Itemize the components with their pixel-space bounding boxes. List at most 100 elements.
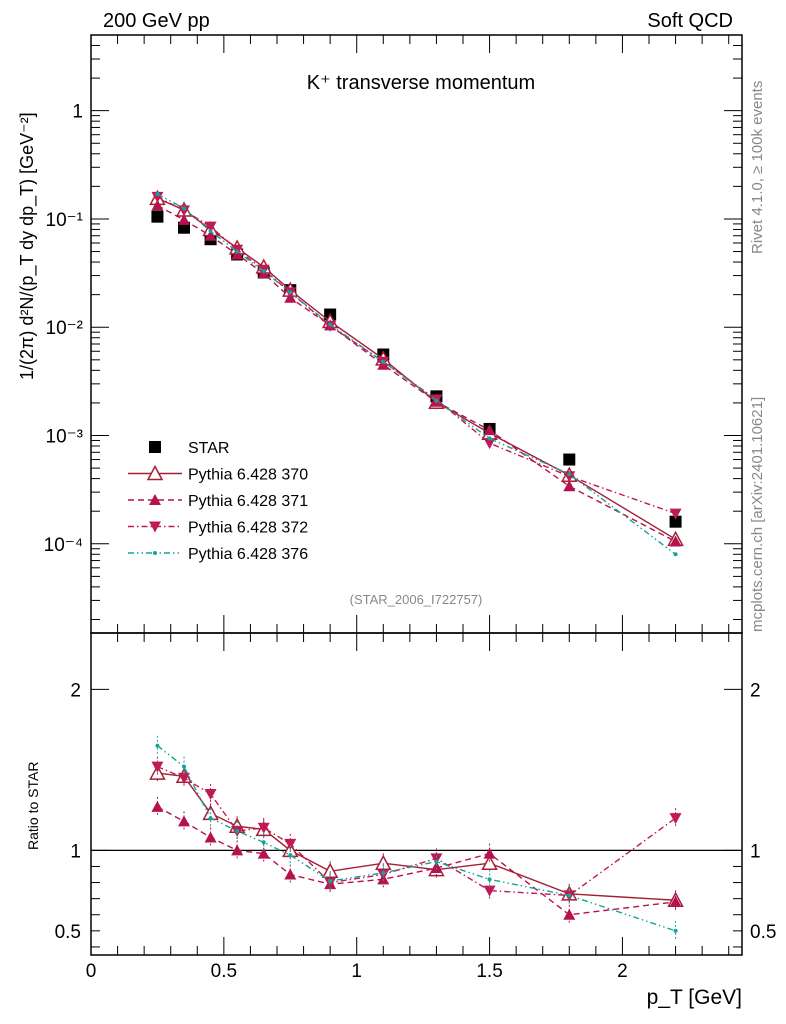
plot-title: K⁺ transverse momentum [307, 72, 535, 94]
ratio-series-line [156, 745, 676, 932]
ratio-data-point [430, 853, 443, 865]
axes-layer: 110⁻¹10⁻²10⁻³10⁻⁴2 21 10.5 0.50 0.5 1 1.5 2 [44, 34, 776, 982]
ratio-data-point [669, 813, 682, 825]
x-tick-label: 1.5 [476, 961, 502, 982]
ratio-data-point [284, 838, 297, 850]
main-data-point [669, 535, 682, 547]
ratio-data-point [261, 840, 266, 845]
main-series-line [157, 197, 676, 540]
ratio-y-tick-label-right: 0.5 [750, 922, 776, 943]
ratio-data-point [487, 877, 492, 882]
ratio-series-line [157, 772, 676, 901]
ratio-y-tick-label-right: 2 [750, 680, 761, 701]
main-data-point [204, 229, 217, 241]
y-tick-label: 10⁻¹ [46, 210, 84, 231]
ratio-data-point [288, 853, 293, 858]
ratio-data-point [151, 800, 164, 812]
x-tick-label: 0.5 [211, 961, 237, 982]
ratio-y-axis-label: Ratio to STAR [25, 762, 41, 850]
main-data-point [235, 249, 240, 254]
y-tick-label: 10⁻³ [46, 427, 84, 448]
ratio-data-point [434, 859, 439, 864]
main-data-point [567, 472, 572, 477]
ratio-plot-frame [90, 632, 743, 956]
ratio-y-tick-label: 2 [70, 680, 81, 701]
ratio-y-tick-label: 0.5 [55, 922, 81, 943]
ratio-data-point [483, 847, 496, 859]
main-data-point [151, 199, 164, 211]
ratio-data-point [178, 815, 190, 827]
ratio-data-point [208, 816, 213, 821]
ratio-data-point [567, 893, 572, 898]
ratio-data-point [204, 831, 217, 843]
x-axis-label: p_T [GeV] [647, 986, 742, 1009]
legend-marker [149, 521, 161, 533]
main-data-point [208, 229, 213, 234]
main-series-line [157, 193, 676, 555]
main-data-point [434, 398, 439, 403]
main-data-point [483, 424, 496, 436]
main-data-point [151, 210, 164, 223]
ratio-data-point [673, 928, 678, 933]
ratio-y-tick-label-right: 1 [750, 841, 761, 862]
side-text-top: Rivet 4.1.0, ≥ 100k events [749, 81, 766, 254]
ratio-data-point [483, 885, 496, 897]
ratio-data-point [151, 761, 164, 773]
ratio-data-point [669, 895, 682, 907]
legend-marker [149, 441, 161, 453]
main-data-point [669, 508, 682, 520]
main-data-point [261, 269, 266, 274]
analysis-id: (STAR_2006_I722757) [350, 592, 483, 607]
ratio-y-tick-label: 1 [70, 841, 81, 862]
main-data-point [288, 290, 293, 295]
ratio-data-point [563, 908, 576, 920]
y-tick-label: 10⁻⁴ [44, 535, 83, 556]
legend-label: Pythia 6.428 372 [188, 520, 308, 537]
legend: STAR Pythia 6.428 370 Pythia 6.428 371 Pyth… [128, 440, 308, 563]
main-data-point [487, 436, 492, 441]
x-tick-label: 2 [617, 961, 628, 982]
y-tick-label: 1 [72, 102, 83, 123]
ratio-data-point [284, 868, 297, 880]
ratio-data-point [430, 862, 443, 874]
main-data-point [178, 205, 190, 217]
ratio-data-point [235, 829, 240, 834]
header-left: 200 GeV pp [103, 10, 210, 32]
ratio-data-point [257, 847, 270, 859]
ratio-data-point [182, 764, 186, 769]
main-series-line [157, 204, 676, 543]
main-data-point [381, 359, 386, 364]
legend-marker [146, 464, 164, 481]
legend-marker [153, 551, 157, 555]
main-data-point [178, 213, 190, 225]
ratio-data-point [381, 870, 386, 875]
legend-label: STAR [188, 440, 229, 457]
main-data-point [673, 552, 678, 557]
ratio-data-point [257, 822, 270, 834]
header-right: Soft QCD [647, 10, 733, 32]
x-tick-label: 0 [86, 961, 97, 982]
x-tick-label: 1 [351, 961, 362, 982]
legend-label: Pythia 6.428 376 [188, 546, 308, 563]
main-data-point [151, 191, 164, 203]
ratio-data-point [204, 789, 217, 800]
main-data-point [563, 453, 576, 466]
main-y-axis-label: 1/(2π) d²N/(p_T dy dp_T) [GeV⁻²] [17, 112, 38, 380]
main-data-point [155, 192, 160, 197]
main-plot-frame [90, 34, 743, 634]
series-layer [149, 189, 684, 941]
ratio-data-point [155, 743, 160, 748]
main-data-point [204, 221, 217, 233]
ratio-data-point [178, 772, 190, 784]
legend-marker [149, 494, 161, 505]
main-data-point [563, 471, 576, 483]
main-data-point [483, 438, 496, 450]
main-data-point [563, 480, 576, 492]
main-data-point [182, 206, 186, 211]
main-data-point [328, 322, 333, 327]
ratio-series-line [157, 806, 676, 916]
legend-label: Pythia 6.428 371 [188, 493, 308, 510]
ratio-data-point [481, 854, 498, 870]
side-text-bottom: mcplots.cern.ch [arXiv:2401.10621] [749, 397, 766, 632]
